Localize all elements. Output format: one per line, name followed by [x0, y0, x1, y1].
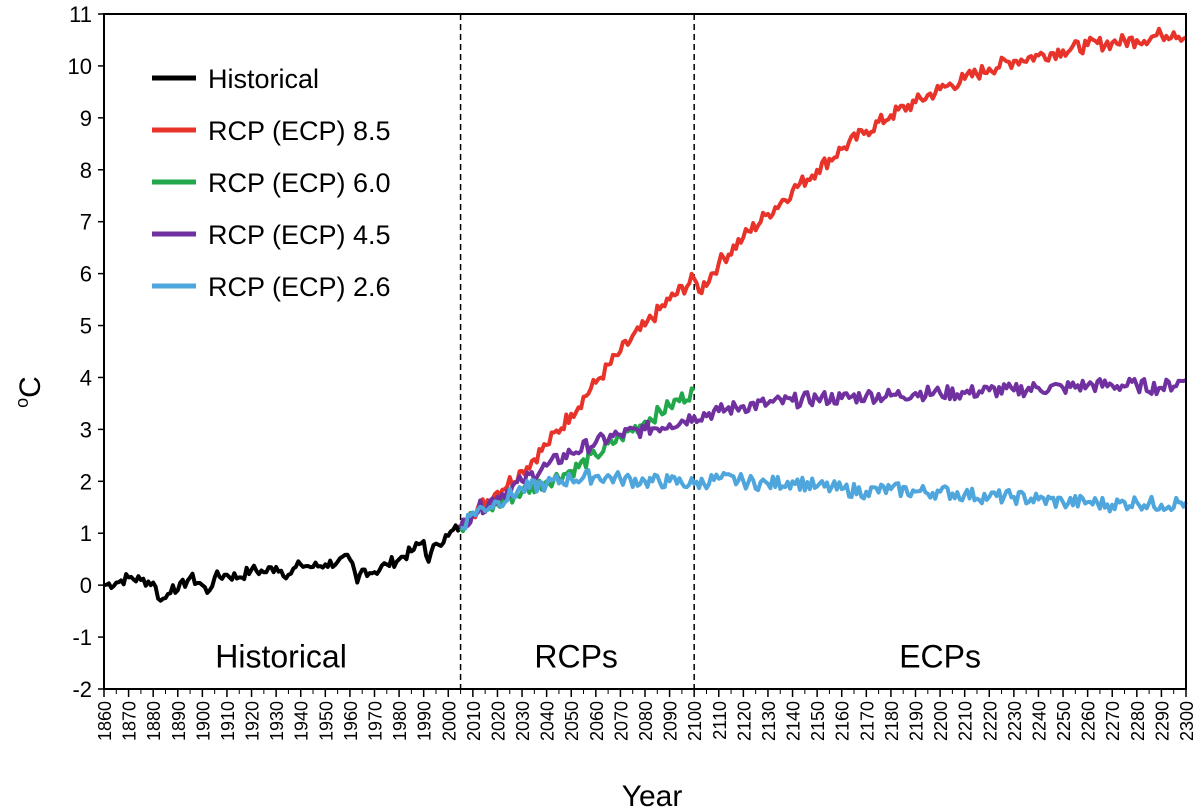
x-tick-label: 1920	[243, 701, 263, 741]
series-line-1	[458, 26, 1187, 529]
legend-label-4: RCP (ECP) 2.6	[208, 272, 391, 302]
legend-label-0: Historical	[208, 64, 319, 94]
x-tick-label: 2030	[513, 701, 533, 741]
x-axis-title: Year	[622, 780, 683, 811]
period-label-0: Historical	[215, 638, 347, 674]
y-tick-label: 3	[80, 417, 92, 442]
x-tick-label: 1980	[390, 701, 410, 741]
x-tick-label: 1960	[341, 701, 361, 741]
x-tick-label: 2250	[1054, 701, 1074, 741]
x-tick-label: 2300	[1177, 701, 1197, 741]
y-axis-title: oC	[12, 376, 47, 408]
x-tick-label: 2230	[1005, 701, 1025, 741]
x-tick-label: 1940	[292, 701, 312, 741]
x-tick-label: 2180	[882, 701, 902, 741]
y-tick-label: 4	[80, 365, 92, 390]
x-tick-label: 2170	[857, 701, 877, 741]
x-tick-label: 2200	[931, 701, 951, 741]
y-tick-label: 7	[80, 210, 92, 235]
x-tick-label: 1990	[415, 701, 435, 741]
x-tick-label: 2290	[1152, 701, 1172, 741]
x-tick-label: 1900	[193, 701, 213, 741]
legend-label-2: RCP (ECP) 6.0	[208, 168, 391, 198]
y-tick-label: 2	[80, 469, 92, 494]
x-tick-label: 2120	[734, 701, 754, 741]
x-tick-label: 2220	[980, 701, 1000, 741]
x-tick-label: 2210	[956, 701, 976, 741]
x-tick-label: 2280	[1128, 701, 1148, 741]
y-tick-label: 6	[80, 262, 92, 287]
x-tick-label: 2010	[464, 701, 484, 741]
x-tick-label: 2150	[808, 701, 828, 741]
y-tick-label: 10	[68, 54, 92, 79]
y-tick-label: 11	[69, 2, 92, 27]
period-label-1: RCPs	[534, 638, 618, 674]
x-tick-label: 1930	[267, 701, 287, 741]
y-tick-label: -2	[72, 677, 92, 702]
period-label-2: ECPs	[899, 638, 981, 674]
x-tick-label: 1880	[144, 701, 164, 741]
y-tick-label: 1	[80, 521, 92, 546]
y-axis-title-unit: C	[14, 376, 47, 398]
y-tick-label: 0	[80, 573, 92, 598]
x-tick-label: 1890	[169, 701, 189, 741]
legend-label-1: RCP (ECP) 8.5	[208, 116, 391, 146]
x-tick-label: 1860	[95, 701, 115, 741]
legend-label-3: RCP (ECP) 4.5	[208, 220, 391, 250]
x-tick-label: 1910	[218, 701, 238, 741]
series-line-3	[458, 376, 1187, 529]
y-tick-label: 8	[80, 158, 92, 183]
x-tick-label: 2090	[661, 701, 681, 741]
y-tick-label: -1	[72, 625, 92, 650]
x-tick-label: 1870	[120, 701, 140, 741]
x-tick-label: 1970	[366, 701, 386, 741]
series-line-0	[103, 523, 463, 603]
x-tick-label: 2050	[562, 701, 582, 741]
x-tick-label: 2240	[1029, 701, 1049, 741]
x-tick-label: 2020	[488, 701, 508, 741]
x-tick-label: 2130	[759, 701, 779, 741]
y-tick-label: 5	[80, 314, 92, 339]
x-tick-label: 2190	[907, 701, 927, 741]
x-tick-label: 2160	[833, 701, 853, 741]
y-axis-title-base: o	[12, 398, 32, 408]
x-tick-label: 2000	[439, 701, 459, 741]
x-tick-label: 2060	[587, 701, 607, 741]
series-line-4	[460, 468, 1188, 531]
x-tick-label: 2040	[538, 701, 558, 741]
x-tick-label: 2140	[784, 701, 804, 741]
x-tick-label: 1950	[316, 701, 336, 741]
x-tick-label: 2270	[1103, 701, 1123, 741]
x-tick-label: 2110	[710, 701, 730, 740]
x-tick-label: 2080	[636, 701, 656, 741]
x-tick-label: 2260	[1079, 701, 1099, 741]
x-tick-label: 2070	[611, 701, 631, 741]
x-tick-label: 2100	[685, 701, 705, 741]
y-tick-label: 9	[80, 106, 92, 131]
